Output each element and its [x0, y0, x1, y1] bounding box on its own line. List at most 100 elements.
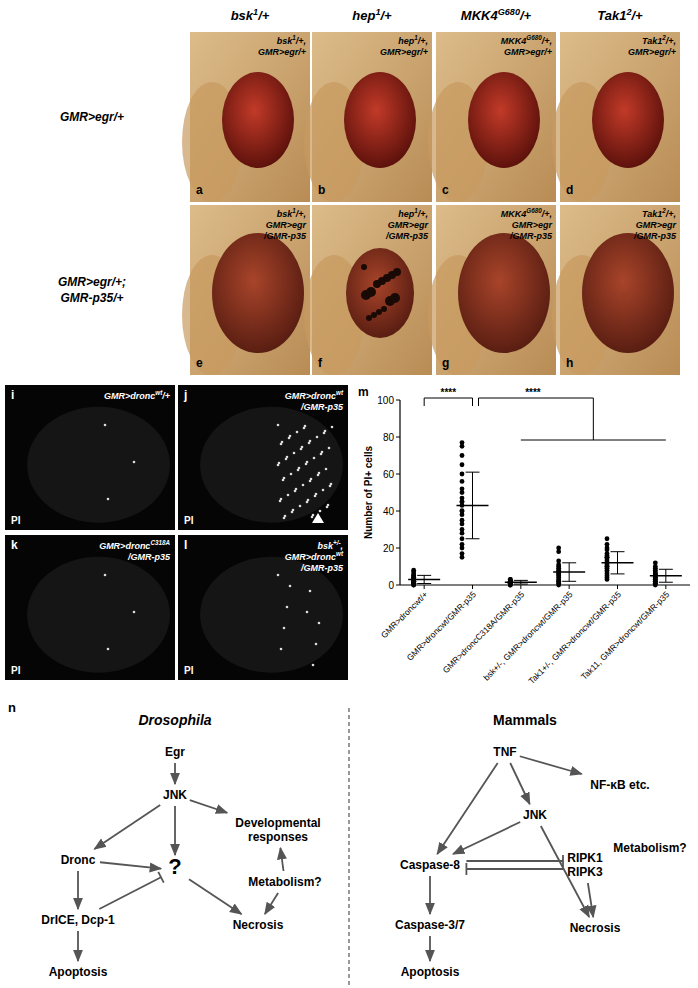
point — [605, 564, 610, 569]
node-label: Metabolism? — [248, 875, 321, 889]
tissue — [200, 407, 343, 523]
point — [460, 536, 465, 541]
sd-bar — [424, 575, 425, 583]
column-header-part: MKK4 — [461, 8, 499, 23]
pi-dot — [107, 498, 110, 501]
point — [605, 555, 610, 560]
pi-dot — [297, 469, 300, 472]
arrow — [453, 822, 520, 854]
genotype: hep1/+, — [398, 34, 428, 46]
necrotic-spot — [371, 312, 377, 318]
point — [460, 462, 465, 467]
pi-dot — [293, 452, 296, 455]
row-header-part: GMR>egr/+ — [60, 110, 124, 124]
y-tick — [396, 474, 400, 475]
pi-dot — [303, 427, 306, 430]
panel-letter: f — [318, 356, 323, 370]
pi-dot — [104, 424, 107, 427]
pi-dot — [329, 485, 332, 488]
background — [0, 0, 698, 988]
arrow — [265, 893, 278, 914]
diagram: nDrosophilaEgrJNKDevelopmentalresponsesD… — [8, 700, 687, 985]
sd-cap — [514, 580, 528, 581]
pi-dot — [306, 611, 309, 614]
pi-dot — [311, 516, 314, 519]
row-header-part: GMR-p35/+ — [60, 291, 123, 305]
arrow — [94, 805, 160, 849]
genotype: /GMR-p35 — [633, 231, 677, 241]
pi-dot — [280, 443, 283, 446]
point — [508, 577, 513, 582]
x-axis — [400, 584, 690, 585]
genotype: GMR>egr/+ — [504, 47, 553, 57]
photo-panel: MKK4G680/+,GMR>egr/GMR-p35g — [428, 205, 556, 375]
point — [460, 509, 465, 514]
y-tick-label: 20 — [383, 543, 395, 554]
genotype-part: G680 — [526, 207, 542, 214]
genotype-part: /+, — [665, 209, 676, 219]
genotype-part: GMR>egr — [266, 220, 307, 230]
genotype-part: Tak1 — [642, 36, 662, 46]
point — [460, 522, 465, 527]
point — [605, 564, 610, 569]
channel-label: PI — [184, 515, 194, 526]
column-header: MKK4G680/+ — [461, 7, 532, 23]
genotype-part: /GMR-p35 — [509, 231, 553, 241]
pi-dot — [320, 453, 323, 456]
y-tick-label: 0 — [388, 580, 394, 591]
sd-cap — [466, 538, 480, 539]
pi-dot — [282, 479, 285, 482]
node-label: RIPK3 — [567, 865, 603, 879]
point — [460, 546, 465, 551]
pi-dot — [331, 426, 334, 429]
figure: bsk1/+hep1/+MKK4G680/+Tak12/+GMR>egr/+GM… — [0, 0, 698, 988]
pi-dot — [323, 432, 326, 435]
micrograph — [178, 535, 348, 680]
sd-bar — [472, 472, 473, 539]
x-tick — [424, 585, 425, 589]
genotype-part: Tak1 — [642, 209, 662, 219]
point — [460, 472, 465, 477]
significance: **** — [441, 387, 457, 398]
genotype-part: GMR>egr/+ — [258, 47, 307, 57]
pi-dot — [277, 464, 280, 467]
pi-dot — [289, 585, 292, 588]
x-tick-label: bsk+/-, GMR>droncwt/GMR-p35 — [481, 589, 574, 682]
genotype: Tak12/+, — [642, 34, 676, 46]
genotype-part: GMR>dronc — [104, 391, 155, 401]
sd-cap — [562, 581, 576, 582]
eye — [458, 233, 550, 353]
inhibition-bar — [465, 863, 467, 875]
channel-label: PI — [11, 665, 21, 676]
genotype: /GMR-p35 — [300, 402, 344, 412]
sd-cap — [659, 569, 673, 570]
sig-bracket — [424, 398, 472, 406]
panel-letter: h — [566, 356, 573, 370]
genotype: GMR>egr/+ — [628, 47, 677, 57]
pi-dot — [285, 458, 288, 461]
sd-bar — [617, 552, 618, 574]
eye — [346, 248, 414, 338]
y-tick-label: 100 — [377, 395, 394, 406]
genotype-part: GMR>egr — [636, 220, 677, 230]
sd-cap — [514, 584, 528, 585]
panel-letter: g — [442, 356, 449, 370]
sd-bar — [665, 569, 666, 582]
genotype-part: GMR>egr/+ — [504, 47, 553, 57]
genotype-part: /+, — [665, 36, 676, 46]
pi-dot — [287, 494, 290, 497]
photo-panel: MKK4G680/+,GMR>egr/+c — [428, 32, 556, 202]
pi-dot — [315, 643, 318, 646]
node-label: Necrosis — [233, 918, 284, 932]
column-header-part: /+ — [379, 8, 392, 23]
eye — [344, 72, 416, 168]
diagram-title: Mammals — [493, 712, 557, 728]
arrow — [588, 883, 593, 917]
point — [460, 499, 465, 504]
genotype: GMR>egr — [266, 220, 307, 230]
point — [460, 499, 465, 504]
genotype-part: /GMR-p35 — [263, 231, 307, 241]
chart: m020406080100Number of PI+ cellsGMR>dron… — [358, 385, 690, 686]
pi-dot — [291, 511, 294, 514]
genotype-part: GMR>dronc — [285, 391, 336, 401]
